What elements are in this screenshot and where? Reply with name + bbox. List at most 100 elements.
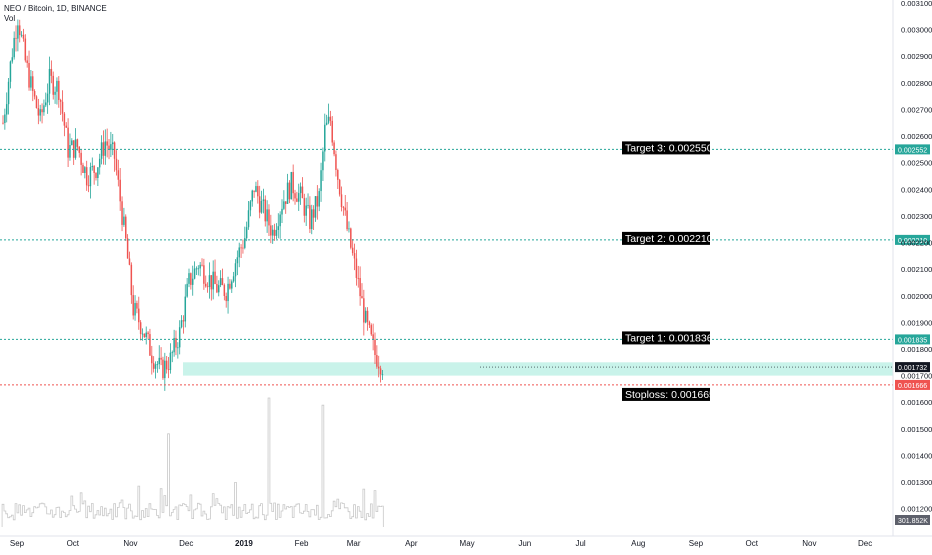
candle-body xyxy=(147,332,149,335)
price-tick-label: 0.002500 xyxy=(901,159,932,168)
volume-badge xyxy=(895,515,930,525)
candle-body xyxy=(355,258,358,278)
level-axis-badge-text: 0.002552 xyxy=(898,147,927,154)
level-axis-badge-text: 0.001835 xyxy=(898,337,927,344)
candle-body xyxy=(342,206,345,208)
candle-body xyxy=(266,209,268,222)
candle-body xyxy=(238,247,240,258)
candle-body xyxy=(56,80,58,92)
candle-body xyxy=(324,124,326,152)
candle-body xyxy=(350,228,352,248)
time-tick-label: Oct xyxy=(67,539,80,548)
candle-body xyxy=(35,96,38,108)
candle-body xyxy=(275,229,278,236)
candle-body xyxy=(351,247,354,254)
candle-body xyxy=(331,120,333,143)
candle-body xyxy=(30,76,32,88)
candle-body xyxy=(177,347,179,349)
candle-body xyxy=(26,60,28,64)
candle-body xyxy=(299,186,302,194)
candle-body xyxy=(376,355,378,367)
candle-body xyxy=(242,247,244,249)
price-tick-label: 0.001800 xyxy=(901,345,932,354)
candle-body xyxy=(377,366,380,369)
header-layer: NEO / Bitcoin, 1D, BINANCE Vol xyxy=(4,4,107,23)
candle-body xyxy=(366,310,369,322)
candle-body xyxy=(80,152,82,165)
level-label-box xyxy=(622,387,710,401)
candle-body xyxy=(322,151,324,171)
candle-body xyxy=(197,268,200,270)
candle-body xyxy=(141,333,144,335)
candle-body xyxy=(281,208,283,215)
candle-body xyxy=(260,200,263,213)
candle-body xyxy=(305,205,307,216)
candle-body xyxy=(286,182,289,204)
candle-body xyxy=(52,75,54,95)
candle-body xyxy=(126,238,129,259)
candle-body xyxy=(223,285,226,297)
candle-body xyxy=(102,142,105,156)
candle-body xyxy=(97,167,99,179)
volume-series xyxy=(1,397,384,528)
level-axis-badge xyxy=(895,234,930,245)
candle-body xyxy=(91,166,94,168)
candle-body xyxy=(78,146,81,153)
price-tick-label: 0.001600 xyxy=(901,398,932,407)
candle-body xyxy=(182,320,185,322)
level-label-box xyxy=(622,331,710,345)
volume-indicator-label: Vol xyxy=(4,14,15,23)
level-label-box xyxy=(622,141,710,155)
candle-body xyxy=(297,193,300,202)
candle-body xyxy=(71,140,73,146)
candle-body xyxy=(218,285,220,293)
level-label: Target 1: 0.001836 xyxy=(625,332,713,344)
candle-body xyxy=(89,167,92,187)
candle-body xyxy=(204,283,207,287)
candle-body xyxy=(13,37,15,58)
candle-body xyxy=(33,91,36,97)
price-tick-label: 0.001700 xyxy=(901,372,932,381)
candle-body xyxy=(17,25,19,39)
candle-body xyxy=(104,141,107,156)
candle-body xyxy=(61,101,64,114)
candle-body xyxy=(158,357,160,365)
candle-body xyxy=(167,369,170,371)
candle-body xyxy=(93,166,95,173)
candle-body xyxy=(195,268,198,270)
candle-body xyxy=(156,364,159,365)
candle-body xyxy=(48,68,51,94)
candle-body xyxy=(7,81,10,105)
candle-body xyxy=(296,198,298,202)
level-label: Stoploss: 0.001665 xyxy=(625,389,715,401)
candle-body xyxy=(162,359,164,379)
candle-body xyxy=(69,145,71,158)
candle-body xyxy=(136,303,138,309)
candle-body xyxy=(316,196,319,207)
candle-body xyxy=(134,303,136,316)
candle-body xyxy=(121,201,123,225)
price-tick-label: 0.002600 xyxy=(901,132,932,141)
candle-body xyxy=(359,278,361,297)
price-tick-label: 0.002400 xyxy=(901,185,932,194)
candle-body xyxy=(199,264,201,269)
candle-body xyxy=(138,308,140,323)
candle-body xyxy=(219,278,222,286)
price-tick-label: 0.002800 xyxy=(901,79,932,88)
candle-body xyxy=(311,209,313,230)
candle-body xyxy=(307,205,309,207)
candle-body xyxy=(119,179,121,202)
candle-body xyxy=(344,207,346,211)
candle-body xyxy=(143,333,146,338)
candle-body xyxy=(188,273,190,284)
candle-body xyxy=(190,273,192,285)
time-tick-label: 2019 xyxy=(235,539,253,548)
levels-layer: Target 3: 0.002550 0.002552 Target 2: 0.00… xyxy=(0,141,930,525)
candle-body xyxy=(59,99,62,102)
candle-body xyxy=(255,186,257,192)
time-tick-label: Sep xyxy=(10,539,25,548)
candle-body xyxy=(210,275,213,290)
candle-body xyxy=(164,360,166,379)
